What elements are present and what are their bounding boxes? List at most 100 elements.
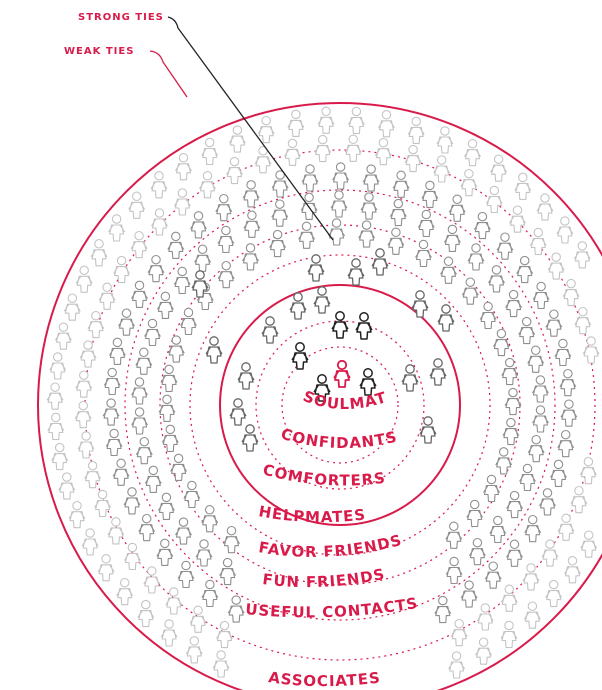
person-icon <box>254 146 272 174</box>
person-icon <box>157 492 175 520</box>
person-icon <box>514 172 532 200</box>
person-icon <box>387 227 405 255</box>
person-icon <box>81 528 99 556</box>
person-icon <box>407 116 425 144</box>
favor-friends-ring <box>189 254 491 556</box>
person-icon <box>87 310 105 339</box>
person-icon <box>531 375 549 403</box>
person-icon <box>51 442 69 471</box>
person-icon <box>135 347 153 375</box>
person-icon <box>156 538 174 566</box>
person-icon <box>158 394 176 422</box>
person-icon <box>144 318 161 347</box>
person-icon <box>378 110 395 138</box>
person-icon <box>201 505 219 533</box>
person-icon <box>448 194 466 222</box>
person-icon <box>582 336 600 364</box>
person-icon <box>143 566 161 594</box>
person-icon <box>358 220 376 248</box>
person-icon <box>135 436 153 465</box>
person-icon <box>468 537 486 566</box>
person-icon <box>68 500 86 529</box>
person-icon <box>374 137 392 166</box>
person-icon <box>434 595 452 624</box>
person-icon <box>347 106 365 135</box>
person-icon <box>574 306 592 335</box>
person-icon <box>216 620 233 649</box>
person-icon <box>261 316 279 344</box>
person-icon <box>360 192 378 220</box>
person-icon <box>75 265 93 293</box>
person-icon <box>128 191 146 219</box>
person-icon <box>527 434 545 463</box>
person-icon <box>301 164 319 192</box>
useful-contacts-label: USEFUL CONTACTS <box>245 594 420 622</box>
confidants-label: CONFIDANTS <box>279 425 399 452</box>
person-icon <box>440 256 457 284</box>
person-icon <box>147 254 165 283</box>
person-icon <box>475 637 493 665</box>
person-icon <box>58 472 76 500</box>
person-icon <box>199 171 216 199</box>
person-icon <box>516 255 534 284</box>
person-icon <box>313 374 331 402</box>
ring-boundaries <box>37 102 602 690</box>
person-icon <box>63 293 81 321</box>
person-icon <box>545 309 563 337</box>
person-icon <box>355 312 373 340</box>
person-icon <box>160 619 178 647</box>
person-icon <box>476 603 494 631</box>
person-icon <box>217 260 235 289</box>
person-icon <box>90 239 108 267</box>
person-icon <box>243 210 261 238</box>
person-icon <box>573 241 591 269</box>
comforters-ring <box>255 320 425 490</box>
person-icon <box>291 342 309 370</box>
person-icon <box>151 208 168 236</box>
person-icon <box>131 377 148 405</box>
person-icon <box>307 254 325 282</box>
person-icon <box>417 209 435 238</box>
person-icon <box>79 340 97 368</box>
person-icon <box>189 605 207 633</box>
person-icon <box>118 308 135 336</box>
person-icon <box>102 398 120 426</box>
person-icon <box>177 560 195 589</box>
person-icon <box>580 530 598 558</box>
callouts: STRONG TIES WEAK TIES <box>64 12 334 241</box>
person-icon <box>47 412 65 441</box>
person-icon <box>219 557 237 586</box>
person-icon <box>156 291 174 319</box>
person-icon <box>504 387 522 416</box>
person-icon <box>496 232 514 260</box>
person-icon <box>289 292 307 320</box>
person-icon <box>185 636 203 664</box>
person-icon <box>331 311 349 339</box>
person-icon <box>429 358 447 386</box>
person-icon <box>344 134 362 162</box>
person-icon <box>205 336 223 364</box>
person-icon <box>317 106 335 134</box>
person-icon <box>519 463 536 492</box>
person-icon <box>529 227 547 256</box>
favor-friends-label: FAVOR FRIENDS <box>257 531 404 561</box>
person-icon <box>506 539 523 567</box>
person-icon <box>167 335 185 363</box>
person-icon <box>445 556 463 585</box>
person-icon <box>560 399 578 427</box>
person-icon <box>466 499 484 528</box>
person-icon <box>518 316 536 345</box>
person-icon <box>557 429 575 458</box>
person-icon <box>112 458 130 486</box>
person-icon <box>242 243 259 271</box>
person-icon <box>167 231 185 259</box>
person-icon <box>433 155 451 183</box>
fun-friends-label: FUN FRIENDS <box>261 565 386 591</box>
person-icon <box>130 230 148 259</box>
confidants-ring <box>281 346 399 464</box>
person-icon <box>271 170 289 198</box>
person-icon <box>131 280 148 308</box>
person-icon <box>500 620 518 649</box>
person-icon <box>436 126 454 154</box>
